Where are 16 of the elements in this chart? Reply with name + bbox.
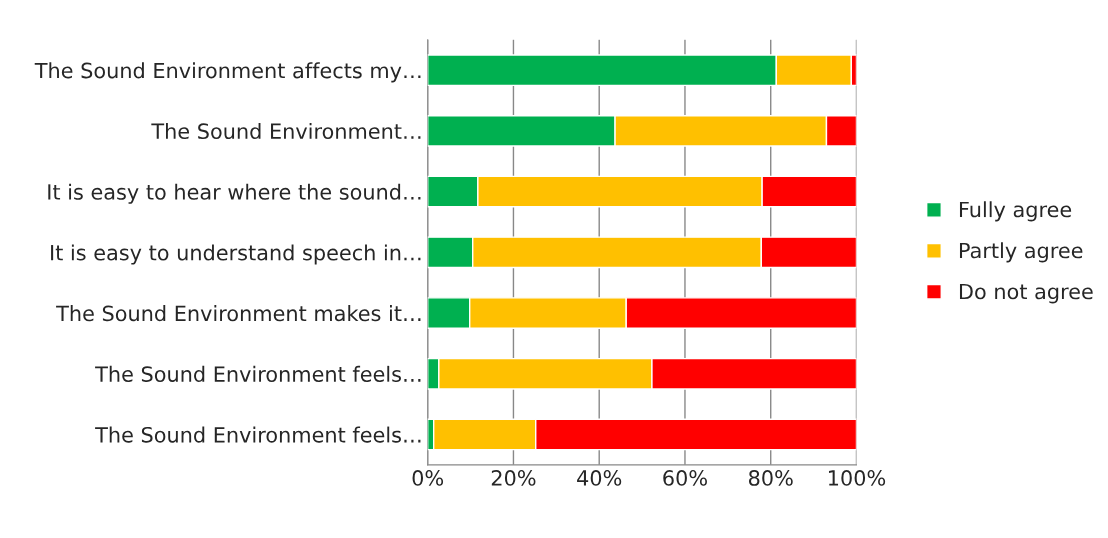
y-tick-label: The Sound Environment makes it… (56, 305, 421, 322)
legend-label: Partly agree (959, 242, 1083, 263)
x-tick-label: 20% (491, 470, 536, 486)
legend-label: Do not agree (959, 283, 1093, 304)
y-tick-label: The Sound Environment affects my… (34, 62, 421, 83)
y-tick-label: The Sound Environment feels… (95, 426, 421, 443)
x-tick-label: 40% (577, 470, 622, 486)
x-tick-label: 0% (412, 470, 444, 486)
y-tick-label: It is easy to hear where the sound… (48, 183, 421, 204)
y-tick-label: The Sound Environment feels… (95, 365, 421, 382)
y-tick-label: It is easy to understand speech in… (51, 244, 421, 265)
x-tick-label: 80% (748, 470, 793, 486)
y-tick-label: The Sound Environment… (151, 122, 421, 140)
x-tick-label: 60% (663, 470, 707, 486)
x-tick-label: 100% (828, 470, 886, 486)
legend-label: Fully agree (959, 201, 1072, 222)
